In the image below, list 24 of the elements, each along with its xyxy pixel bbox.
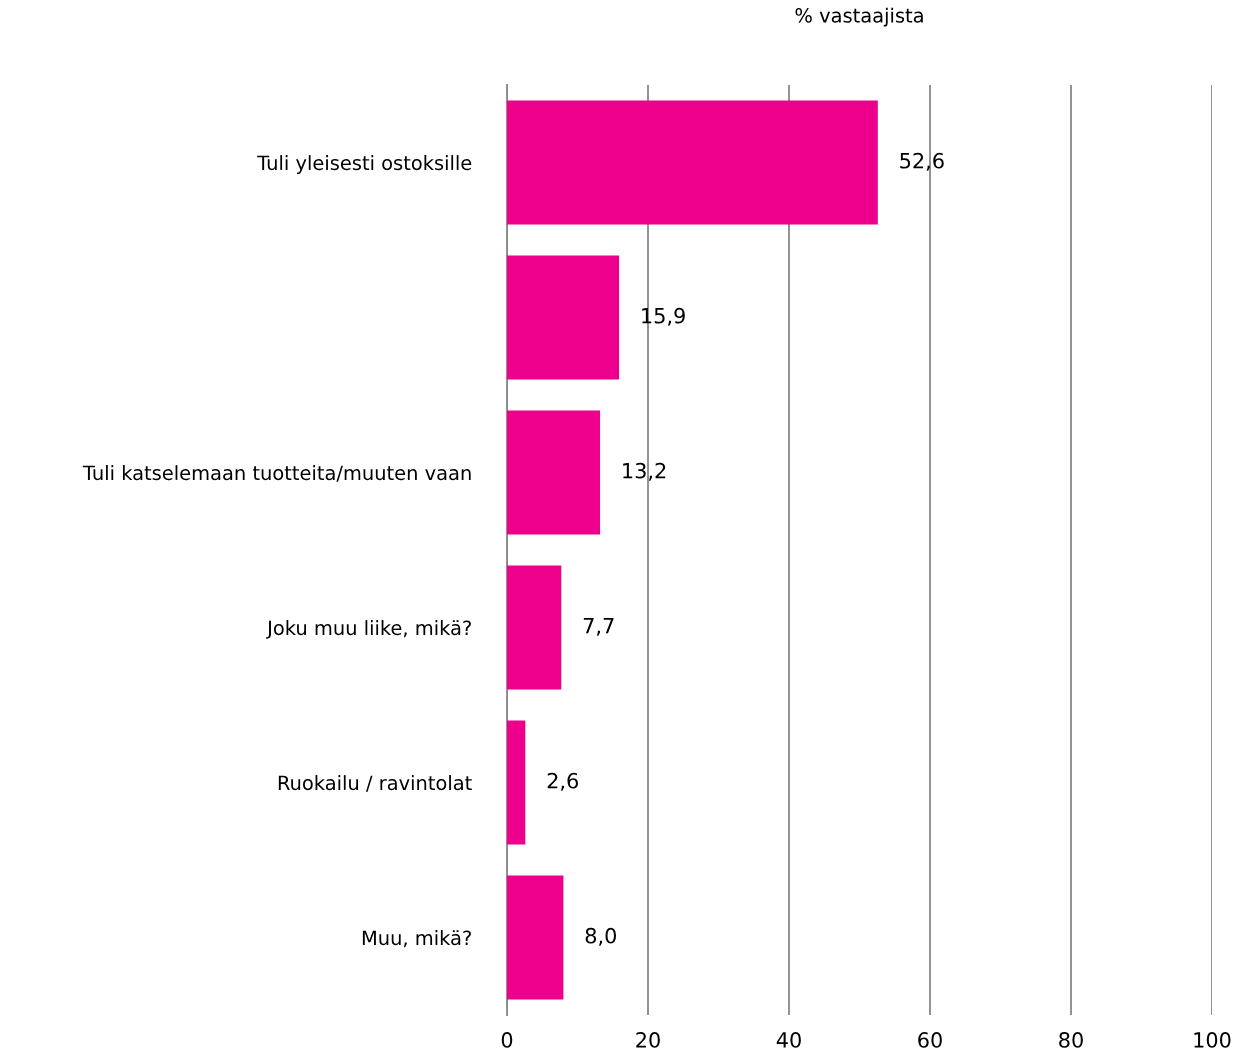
x-tick-label: 80	[1059, 1032, 1083, 1048]
x-tick-label: 40	[776, 1032, 801, 1048]
x-tick-label: 20	[636, 1032, 660, 1048]
x-axis-title: % vastaajista	[795, 7, 923, 27]
x-tick-label: 60	[918, 1032, 942, 1048]
y-tick-label: Tuli yleisesti ostoksille	[257, 155, 472, 174]
data-label: 15,9	[642, 307, 685, 326]
data-label: 13,2	[623, 462, 666, 481]
y-tick-label: Joku muu liike, mikä?	[266, 620, 471, 639]
bar	[507, 255, 620, 380]
y-tick-label: Ruokailu / ravintolat	[278, 775, 472, 792]
bar	[507, 410, 601, 535]
y-tick-label: Tuli katselemaan tuotteita/muuten vaan	[82, 465, 471, 482]
y-tick-label: Muu, mikä?	[362, 930, 471, 948]
data-label: 8,0	[585, 927, 616, 946]
bar	[507, 100, 878, 225]
bar	[507, 565, 562, 690]
x-tick-label: 100	[1194, 1032, 1231, 1048]
data-label: 7,7	[583, 618, 614, 636]
x-tick-label: 0	[501, 1032, 513, 1048]
bar	[507, 720, 526, 845]
bar	[507, 875, 564, 1000]
data-label: 52,6	[900, 152, 944, 171]
data-label: 2,6	[547, 772, 578, 791]
